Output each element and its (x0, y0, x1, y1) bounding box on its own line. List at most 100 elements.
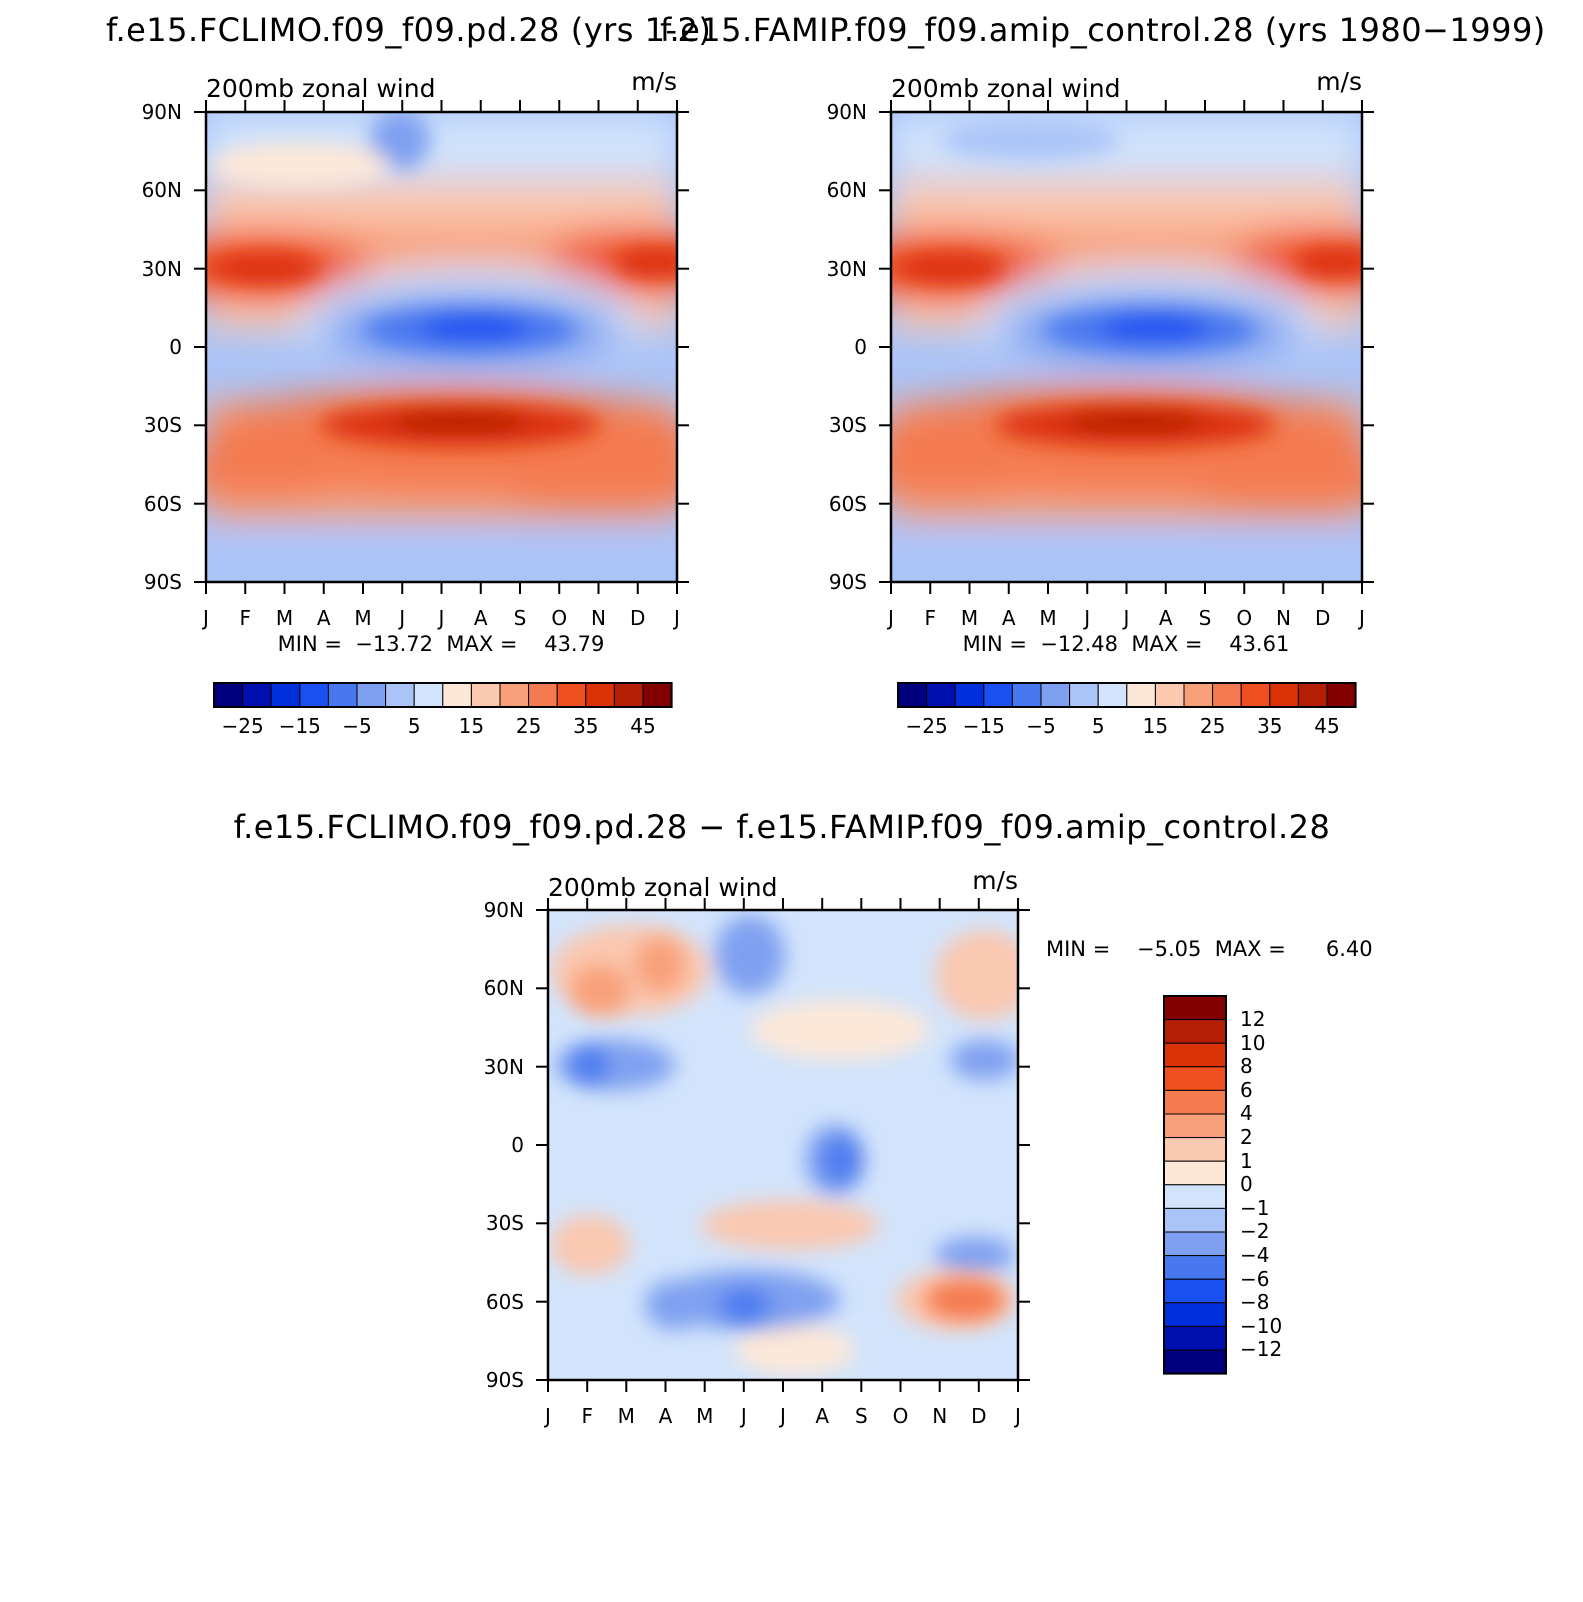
colorbar-label: 12 (1240, 1007, 1265, 1031)
panel-subtitle-right: m/s (972, 866, 1018, 895)
panel-subtitle-left: 200mb zonal wind (548, 873, 777, 902)
colorbar-label: −15 (963, 714, 1005, 738)
x-tick-label: J (886, 606, 894, 630)
contour-field (206, 112, 677, 582)
colorbar-label: 15 (459, 714, 484, 738)
x-ticks (205, 100, 678, 594)
x-tick-label: N (932, 1404, 947, 1428)
y-tick-labels: 90N 60N 30N 0 30S 60S 90S (142, 100, 182, 594)
x-tick-label: N (591, 606, 606, 630)
colorbar-label: 6 (1240, 1078, 1253, 1102)
x-tick-labels: J F M A M J J A S O N D J (543, 1404, 1021, 1428)
panel-subtitle-left: 200mb zonal wind (206, 74, 435, 103)
x-tick-label: J (1122, 606, 1130, 630)
colorbar-label: 0 (1240, 1172, 1253, 1196)
colorbar-label: 35 (573, 714, 598, 738)
contour-field (891, 112, 1362, 582)
y-ticks (879, 111, 1374, 583)
colorbar-label: 8 (1240, 1054, 1253, 1078)
y-tick-label: 60S (829, 492, 867, 516)
min-max-stats: MIN = −5.05 MAX = 6.40 (1046, 937, 1373, 961)
colorbar-label: −6 (1240, 1267, 1269, 1291)
y-tick-label: 60S (144, 492, 182, 516)
panel-diff: f.e15.FCLIMO.f09_f09.pd.28 − f.e15.FAMIP… (234, 808, 1373, 1428)
x-tick-label: O (551, 606, 567, 630)
x-tick-label: M (354, 606, 371, 630)
y-tick-label: 30N (827, 257, 867, 281)
min-max-stats: MIN = −12.48 MAX = 43.61 (963, 632, 1290, 656)
colorbar-label: −5 (1026, 714, 1055, 738)
colorbar-label: −5 (342, 714, 371, 738)
y-tick-label: 30N (484, 1055, 524, 1079)
colorbar-label: 2 (1240, 1125, 1253, 1149)
x-tick-label: M (961, 606, 978, 630)
panel-subtitle-right: m/s (1316, 67, 1362, 96)
colorbar-label: −8 (1240, 1290, 1269, 1314)
x-tick-label: O (893, 1404, 909, 1428)
colorbar-label: −10 (1240, 1314, 1282, 1338)
panel-title: f.e15.FCLIMO.f09_f09.pd.28 (yrs 1-2) (106, 11, 711, 49)
colorbar-label: 5 (1092, 714, 1105, 738)
x-tick-label: M (1039, 606, 1056, 630)
x-tick-label: M (696, 1404, 713, 1428)
x-tick-label: A (1002, 606, 1016, 630)
x-ticks (547, 898, 1019, 1392)
y-tick-label: 60N (142, 178, 182, 202)
x-tick-label: D (1315, 606, 1330, 630)
colorbar-label: 15 (1143, 714, 1168, 738)
x-tick-label: S (855, 1404, 868, 1428)
x-tick-labels: J F M A M J J A S O N D J (201, 606, 680, 630)
colorbar-label: −4 (1240, 1243, 1269, 1267)
colorbar-label: −1 (1240, 1196, 1269, 1220)
colorbar-label: −12 (1240, 1337, 1282, 1361)
y-tick-label: 90S (144, 570, 182, 594)
x-tick-label: J (543, 1404, 551, 1428)
y-tick-label: 90N (484, 898, 524, 922)
x-tick-label: J (397, 606, 405, 630)
y-tick-label: 30N (142, 257, 182, 281)
x-tick-label: J (201, 606, 209, 630)
colorbar (897, 682, 1357, 708)
x-tick-label: S (1199, 606, 1212, 630)
panel-title: f.e15.FAMIP.f09_f09.amip_control.28 (yrs… (660, 11, 1546, 49)
colorbar-label: −25 (905, 714, 947, 738)
x-tick-label: S (514, 606, 527, 630)
x-tick-label: J (437, 606, 445, 630)
colorbar-label: 25 (1200, 714, 1225, 738)
contour-field (548, 910, 1018, 1380)
y-tick-labels: 90N 60N 30N 0 30S 60S 90S (484, 898, 524, 1392)
panel-amip: f.e15.FAMIP.f09_f09.amip_control.28 (yrs… (660, 11, 1546, 738)
x-tick-label: M (618, 1404, 635, 1428)
x-tick-label: A (815, 1404, 829, 1428)
colorbar-label: −15 (279, 714, 321, 738)
panel-subtitle-right: m/s (631, 67, 677, 96)
x-tick-label: F (239, 606, 251, 630)
colorbar-labels: −25 −15 −5 5 15 25 35 45 (905, 714, 1339, 738)
colorbar-label: 5 (408, 714, 421, 738)
min-max-stats: MIN = −13.72 MAX = 43.79 (278, 632, 605, 656)
colorbar-label: 4 (1240, 1101, 1253, 1125)
colorbar-label: 45 (630, 714, 655, 738)
x-tick-label: J (739, 1404, 747, 1428)
x-tick-label: A (317, 606, 331, 630)
colorbar (1163, 995, 1227, 1375)
y-tick-label: 60S (486, 1290, 524, 1314)
y-tick-label: 60N (827, 178, 867, 202)
colorbar-label: −25 (221, 714, 263, 738)
colorbar (213, 682, 673, 708)
colorbar-labels: 12 10 8 6 4 2 1 0 −1 −2 −4 −6 −8 −10 −12 (1240, 1007, 1282, 1361)
colorbar-labels: −25 −15 −5 5 15 25 35 45 (221, 714, 655, 738)
y-tick-label: 30S (829, 413, 867, 437)
colorbar-label: −2 (1240, 1219, 1269, 1243)
x-tick-label: J (1357, 606, 1365, 630)
x-tick-label: N (1276, 606, 1291, 630)
x-tick-label: F (581, 1404, 593, 1428)
y-tick-label: 30S (486, 1211, 524, 1235)
x-tick-label: O (1236, 606, 1252, 630)
y-tick-label: 90N (827, 100, 867, 124)
x-tick-label: A (659, 1404, 673, 1428)
y-tick-label: 0 (169, 335, 182, 359)
x-tick-label: J (1082, 606, 1090, 630)
x-tick-label: M (276, 606, 293, 630)
y-tick-label: 90S (829, 570, 867, 594)
